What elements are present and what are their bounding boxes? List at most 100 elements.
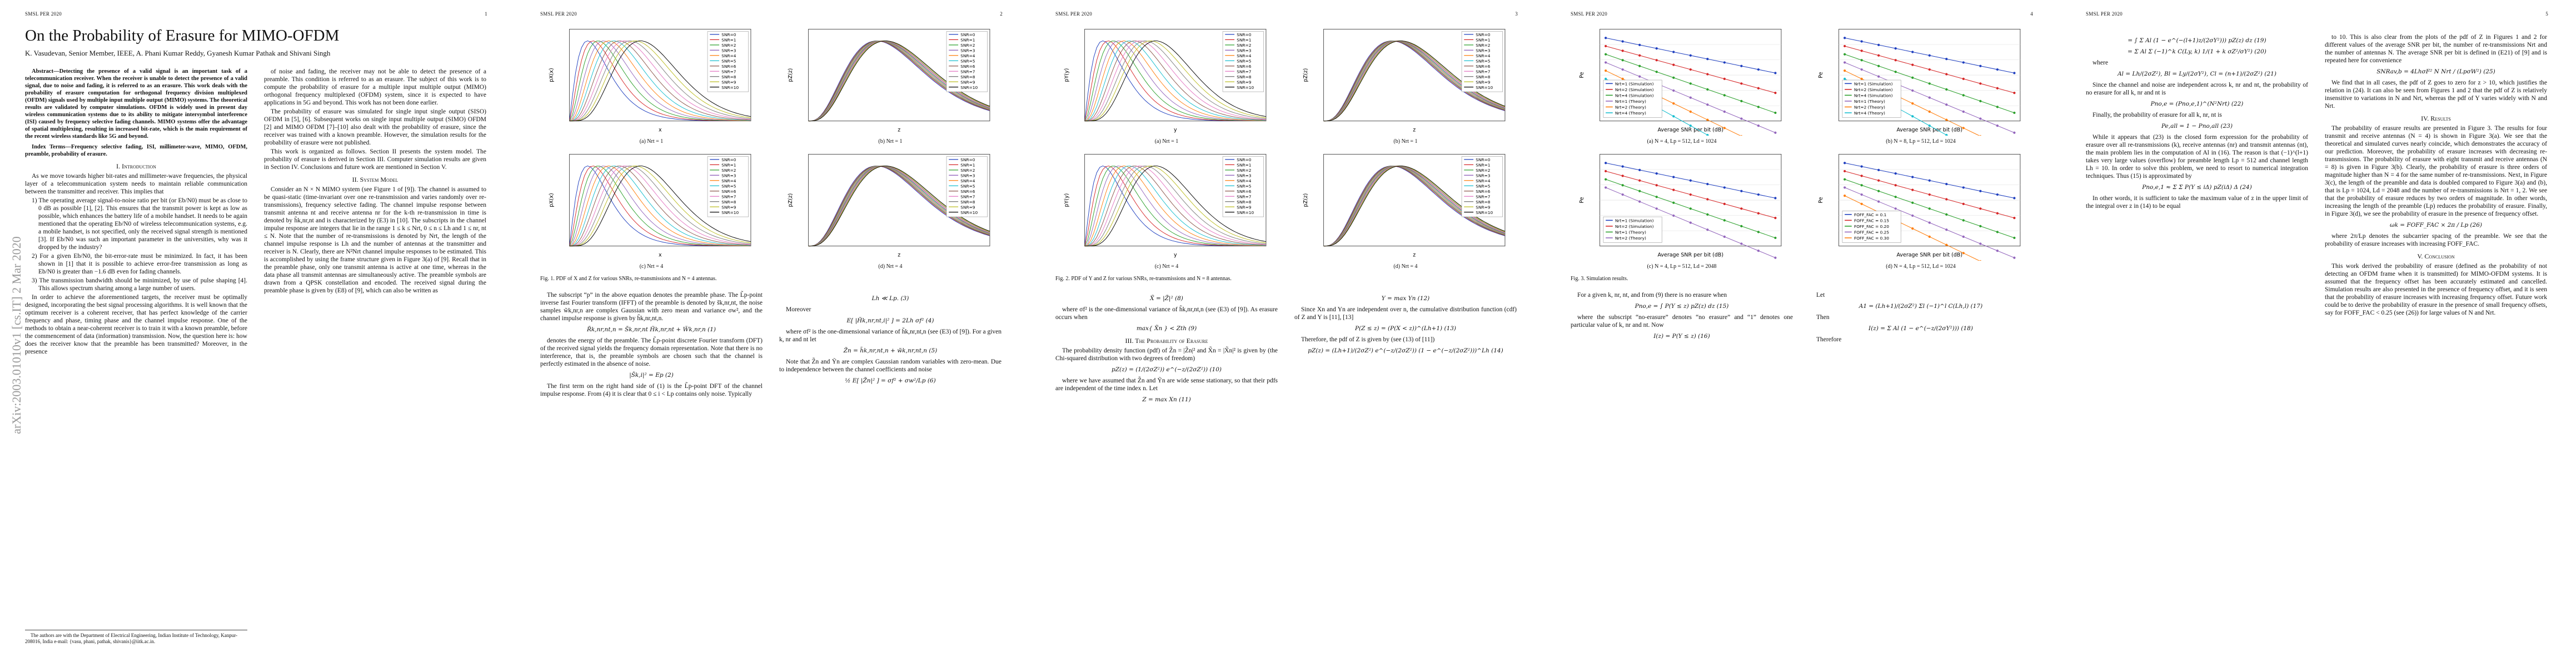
legend-label: SNR=2 <box>1237 168 1251 173</box>
legend-label: SNR=9 <box>721 79 736 84</box>
curve <box>1084 41 1266 122</box>
legend-label: FOFF_FAC = 0.20 <box>1854 224 1889 229</box>
section-heading: IV. Results <box>2421 115 2451 122</box>
legend-label: SNR=7 <box>721 194 736 199</box>
page-number: 3 <box>1515 11 1518 17</box>
paragraph: This work derived the probability of era… <box>2325 263 2547 316</box>
equation: SNRav,b = 4LhσF² N Nrt / (LpσW²) (25) <box>2376 68 2495 75</box>
curve <box>1084 165 1266 247</box>
curve <box>1606 46 1776 93</box>
curve-marker <box>1774 217 1777 220</box>
legend-label: SNR=5 <box>721 58 736 63</box>
list-item: 1) The operating average signal-to-noise… <box>32 197 247 251</box>
paragraph: Therefore, the pdf of Z is given by (see… <box>1301 336 1435 343</box>
plot-frame <box>808 29 990 122</box>
subfigure-caption: (d) N = 4, Lp = 512, Ld = 1024 <box>1886 263 1956 270</box>
legend-label: SNR=8 <box>1476 200 1490 205</box>
x-axis-label: x <box>659 127 662 133</box>
y-axis-label: pX(x) <box>549 193 555 207</box>
legend-label: SNR=2 <box>960 43 975 48</box>
x-axis-label: z <box>1413 127 1416 133</box>
legend-box <box>1603 216 1662 243</box>
legend-label: SNR=10 <box>960 85 978 90</box>
curve <box>1323 41 1506 122</box>
curve <box>808 41 990 122</box>
paragraph: where 2π/Lp denotes the subcarrier spaci… <box>2325 233 2547 247</box>
text-column: X̃ = |Z̃|² (8) where σf² is the one-dimen… <box>1055 291 1278 407</box>
curve <box>569 41 751 121</box>
curve <box>808 40 990 122</box>
figure-panel: pZ(z) z SNR=0 SNR=1 SNR=2 SNR=3 SNR=4 SNR=5 SNR=… <box>1294 150 1517 270</box>
curve <box>808 166 990 247</box>
legend-label: SNR=4 <box>960 53 975 58</box>
paragraph: denotes the energy of the preamble. The … <box>540 337 763 367</box>
y-axis-label: Pe <box>1818 72 1824 78</box>
plot: pZ(z)zSNR=0SNR=1SNR=2SNR=3SNR=4SNR=5SNR=… <box>788 29 990 133</box>
plot: pX(x)xSNR=0SNR=1SNR=2SNR=3SNR=4SNR=5SNR=… <box>549 29 751 133</box>
legend-label: SNR=6 <box>721 64 736 69</box>
legend-label: SNR=7 <box>1237 69 1251 74</box>
curve <box>569 41 751 122</box>
subfigure-caption: (a) Nrt = 1 <box>639 138 664 145</box>
plot: Pe Average SNR per bit (dB) Nrt=1 (Simulat… <box>1579 154 1782 259</box>
page-number: 2 <box>1000 11 1003 17</box>
plot-frame <box>1323 29 1506 122</box>
curve <box>1605 179 1776 238</box>
legend-label: SNR=8 <box>1237 200 1251 205</box>
paragraph: where σf² is the one-dimensional varianc… <box>779 328 1001 343</box>
legend-label: SNR=5 <box>721 183 736 188</box>
y-axis-label: pZ(z) <box>1303 68 1309 82</box>
legend-label: SNR=5 <box>1237 183 1251 188</box>
text-column: Abstract—Detecting the presence of a val… <box>25 68 247 357</box>
equation: = ∫ Σ Al (1 − e^(−(l+1)z/(2σY²))) pZ(z) … <box>2127 37 2266 44</box>
curve <box>1323 166 1506 247</box>
curve <box>1845 162 2015 198</box>
curve-marker <box>2013 111 2016 115</box>
curve <box>569 40 751 122</box>
curve <box>1323 165 1506 247</box>
running-header: SMSL PER 2020 <box>1055 11 1093 17</box>
curve <box>1606 162 1776 198</box>
legend-label: SNR=6 <box>1476 189 1490 194</box>
legend-label: SNR=8 <box>960 74 975 79</box>
curve <box>808 165 990 247</box>
curve <box>569 166 751 247</box>
equation: pZ(z) = (Lh+1)/(2σZ²) e^(−z/(2σZ²)) (1 −… <box>1308 347 1503 354</box>
curve <box>1323 40 1506 122</box>
y-axis-label: pZ(z) <box>1303 193 1309 207</box>
equation: pZ(z) = (1/(2σZ²)) e^(−z/(2σZ²)) (10) <box>1111 366 1222 373</box>
legend-label: SNR=0 <box>1237 157 1251 162</box>
curve <box>1844 187 2015 258</box>
arxiv-stamp: arXiv:2003.01010v1 [cs.IT] 2 Mar 2020 <box>9 236 23 434</box>
curve <box>1084 165 1267 247</box>
curve <box>808 40 990 122</box>
figure-panel: Pe Average SNR per bit (dB) FOFF_FAC = 0.1… <box>1810 150 2032 279</box>
text-column: of noise and fading, the receiver may no… <box>264 68 486 296</box>
curve-marker <box>1774 197 1777 200</box>
curve <box>569 166 751 246</box>
legend-label: Nrt=4 (Simulation) <box>1854 93 1893 98</box>
paragraph: where the subscript “no-erasure” denotes… <box>1571 314 1793 328</box>
legend-label: SNR=5 <box>1476 183 1490 188</box>
legend-label: SNR=10 <box>721 85 739 90</box>
paragraph: Note that Z̃n and Ỹn are complex Gaussia… <box>779 359 1001 373</box>
legend-label: SNR=3 <box>1237 173 1251 178</box>
legend-label: Nrt=2 (Simulation) <box>1615 87 1654 92</box>
x-axis-label: z <box>1413 252 1416 258</box>
legend-label: Nrt=2 (Simulation) <box>1615 224 1654 229</box>
curve-marker <box>2013 72 2016 74</box>
page: SMSL PER 2020 4 Pe Average SNR per bit (dB)… <box>1546 0 2061 667</box>
curve <box>569 165 751 247</box>
paragraph: Consider an N × N MIMO system (see Figur… <box>264 186 486 294</box>
legend-label: Nrt=1 (Theory) <box>1854 99 1885 104</box>
curve-marker <box>1774 236 1777 240</box>
curve <box>1084 41 1266 122</box>
legend-label: SNR=5 <box>960 58 975 63</box>
curve <box>808 40 990 122</box>
legend-label: SNR=4 <box>1237 178 1251 183</box>
curve <box>1084 165 1266 247</box>
subfigure-caption: (b) N = 8, Lp = 512, Ld = 1024 <box>1886 138 1956 145</box>
paragraph: The subscript “p” in the above equation … <box>540 292 763 322</box>
subfigure-caption: (b) Nrt = 1 <box>1393 138 1418 145</box>
equation: Z̃n = h̃k,nr,nt,n + w̃k,nr,nt,n (5) <box>843 347 938 354</box>
